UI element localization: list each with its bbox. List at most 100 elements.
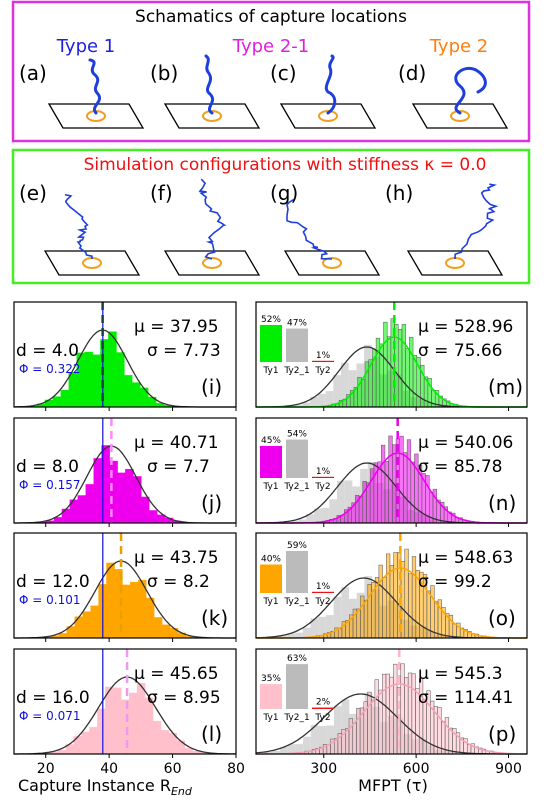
- inset-bar-pct: 47%: [287, 319, 307, 329]
- left-hist-bar: [148, 510, 158, 524]
- inset-bar-pct: 2%: [316, 698, 331, 708]
- right-hist-bar: [389, 676, 394, 755]
- left-fit-curve: [14, 676, 237, 755]
- inset-bar-pct: 63%: [287, 654, 307, 664]
- left-hist-bar: [81, 731, 90, 755]
- inset-bar-ty2_1: [286, 664, 308, 709]
- distance-label: d = 4.0: [16, 341, 79, 361]
- phi-label: Φ = 0.322: [19, 362, 80, 376]
- right-ty2-hist-bar: [340, 362, 349, 407]
- right-hist-bar: [452, 623, 457, 639]
- left-hist-bar: [152, 720, 162, 755]
- left-hist-bar: [160, 729, 170, 755]
- schematic-2-capture-ring: [202, 110, 222, 122]
- right-hist-bar: [362, 481, 367, 524]
- schematic-1-plane: [47, 103, 145, 129]
- schematic-polymer-2: [204, 54, 215, 115]
- right-hist-bar: [378, 689, 383, 755]
- right-hist-bar: [337, 628, 343, 639]
- left-hist-bar: [132, 382, 141, 408]
- right-hist-bar: [366, 482, 371, 524]
- right-mu-label: μ = 545.3: [418, 664, 503, 684]
- right-hist-bar: [386, 336, 392, 408]
- inset-bar-ty2: [312, 591, 334, 593]
- inset-bar-ty2: [312, 360, 334, 362]
- schematic-polymer-1: [88, 58, 101, 115]
- panel-letter: (k): [201, 606, 228, 630]
- right-hist-bar: [360, 595, 365, 639]
- inset-bar-label: Ty1: [262, 713, 278, 723]
- right-hist-bar: [326, 744, 331, 755]
- left-hist-bar: [68, 372, 78, 408]
- simulation-1-plane: [43, 250, 141, 276]
- right-hist-bar: [403, 452, 408, 524]
- type-2-label: Type 2: [429, 36, 489, 57]
- right-hist-bar: [404, 548, 409, 639]
- right-hist-bar: [409, 336, 414, 408]
- simulation-4-capture-ring: [445, 257, 465, 269]
- right-axes-frame: [255, 532, 528, 639]
- left-axes-frame: [13, 648, 237, 755]
- right-ty2-hist-bar: [348, 370, 357, 407]
- right-hist-bar: [352, 722, 357, 755]
- simulation-frame: [11, 148, 531, 285]
- inset-bar-label: Ty2: [314, 366, 330, 376]
- right-ty2-hist-bar: [333, 375, 341, 407]
- distance-label: d = 12.0: [16, 572, 90, 592]
- simulation-3-capture-ring: [322, 257, 342, 269]
- left-hist-bar: [105, 686, 114, 755]
- inset-bar-ty2_1: [286, 328, 308, 362]
- left-hist-bar: [153, 617, 163, 639]
- right-ty2-hist-bar: [306, 514, 314, 523]
- inset-bar-ty2: [312, 476, 334, 478]
- right-tick-label: 300: [310, 761, 337, 777]
- inset-bar-pct: 1%: [316, 351, 331, 361]
- right-hist-bar: [408, 573, 413, 639]
- right-hist-bar: [430, 585, 435, 639]
- right-tick-label: 900: [495, 761, 522, 777]
- left-mu-label: μ = 37.95: [134, 317, 219, 337]
- histogram-row-1: μ = 37.95 σ = 7.73 d = 4.0Φ = 0.322 (i) 52% T…: [13, 301, 528, 411]
- type-2-1-label: Type 2-1: [232, 36, 309, 57]
- inset-bar-ty1: [260, 445, 282, 478]
- right-hist-bar: [444, 717, 450, 755]
- left-sigma-label: σ = 7.73: [147, 341, 221, 361]
- right-hist-bar: [382, 577, 387, 639]
- left-tick-label: 80: [227, 761, 245, 777]
- right-hist-bar: [384, 461, 389, 524]
- right-ty2-hist-bar: [310, 725, 319, 754]
- panel-letter: (b): [150, 61, 178, 85]
- right-ty2-hist-bar: [318, 726, 327, 754]
- schematics-title: Schamatics of capture locations: [135, 7, 407, 27]
- histogram-grid: μ = 37.95 σ = 7.73 d = 4.0Φ = 0.322 (i) 52% T…: [13, 301, 528, 777]
- right-hist-bar: [378, 564, 383, 639]
- simulation-polymer-1: [64, 193, 93, 260]
- panel-letter: (f): [150, 181, 173, 205]
- inset-bar-ty1: [260, 564, 282, 593]
- inset-bar-ty2_1: [286, 439, 308, 478]
- right-hist-bar: [383, 321, 388, 408]
- right-ty2-hist-bar: [329, 499, 337, 523]
- panel-letter: (i): [201, 375, 222, 399]
- panel-letter: (a): [19, 61, 47, 85]
- simulation-1-capture-ring: [82, 257, 102, 269]
- right-axes-frame: [255, 417, 528, 524]
- inset-bar-label: Ty1: [262, 366, 278, 376]
- right-hist-bar: [399, 435, 404, 524]
- left-hist-bar: [125, 468, 134, 524]
- distance-label: d = 16.0: [16, 688, 90, 708]
- inset-bar-label: Ty2_1: [283, 366, 309, 376]
- left-xlabel: Capture Instance REnd: [18, 776, 193, 798]
- right-ty2-hist-bar: [295, 744, 304, 754]
- inset-bar-label: Ty1: [262, 597, 278, 607]
- phi-label: Φ = 0.157: [19, 478, 80, 492]
- right-ty2-hist-bar: [264, 752, 273, 754]
- left-hist-bar: [128, 692, 138, 755]
- left-sigma-label: σ = 7.7: [147, 457, 210, 477]
- right-hist-bar: [356, 608, 361, 639]
- right-axes-frame: [255, 648, 528, 755]
- right-hist-bar: [407, 672, 413, 755]
- left-hist-bar: [113, 687, 122, 755]
- panel-letter: (n): [488, 491, 516, 515]
- left-sigma-label: σ = 8.2: [147, 572, 210, 592]
